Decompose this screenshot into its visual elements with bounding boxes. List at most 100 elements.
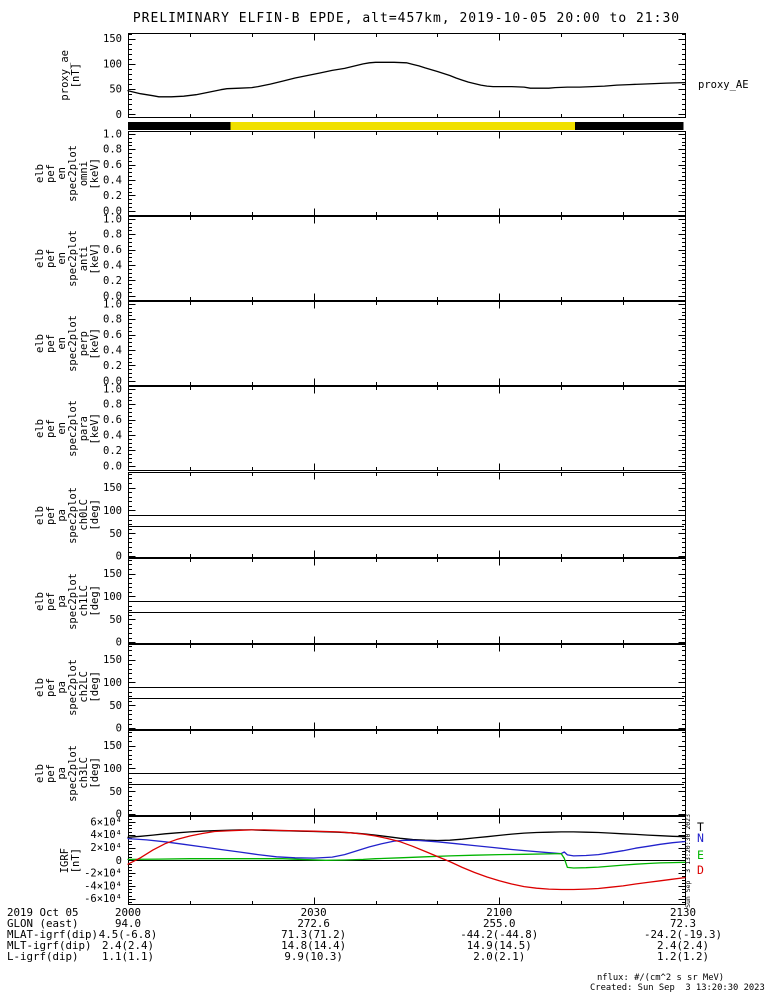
en-spec-anti-ytick-label: 0.2 (103, 275, 122, 287)
pa-spec-ch1lc-axes (128, 558, 686, 644)
pa-spec-ch0lc-axis-label-line: ch0LC (78, 499, 90, 531)
table-cell: 94.0 (114, 917, 142, 930)
pa-spec-ch1lc-axis-label-line: pa (56, 594, 68, 608)
table-row: MLAT-igrf(dip) 4.5(-6.8) 71.3(71.2) -44.2(-… (0, 929, 775, 940)
pa-spec-ch3lc-axis-label-line: elb (34, 763, 46, 783)
en-spec-omni-axis-label-line: en (56, 167, 68, 180)
pa-spec-ch0lc-axis-label: elb pef pa spec2plot ch0LC [deg] (30, 472, 106, 558)
en-spec-anti-ytick-label: 0.0 (103, 290, 122, 302)
proxy-ae-panel: 0 50 100 150 (103, 33, 686, 121)
table-row: 2019 Oct 05 2000 2030 2100 2130 (0, 907, 775, 918)
pa-spec-ch0lc-ytick-label: 50 (109, 528, 122, 540)
en-spec-omni-ytick-label: 0.8 (103, 144, 122, 156)
pa-spec-ch1lc-axis-label-line: pef (45, 591, 57, 611)
pa-spec-ch0lc-panel: 0 50 100 150 (103, 472, 686, 563)
table-row: GLON (east) 94.0 272.6 255.0 72.3 (0, 918, 775, 929)
pa-spec-ch3lc-axis-label-line: spec2plot (67, 744, 79, 802)
en-spec-perp-ytick-label: 0.4 (103, 345, 122, 357)
table-cell: 14.9(14.5) (466, 939, 532, 952)
pa-spec-ch0lc-axis-label-line: [deg] (89, 499, 101, 531)
en-spec-perp-axis-label-line: pef (45, 334, 57, 353)
en-spec-para-axes (128, 386, 686, 471)
pa-spec-ch3lc-axis-label: elb pef pa spec2plot ch3LC [deg] (30, 730, 106, 816)
en-spec-perp-ytick-label: 0.6 (103, 329, 122, 341)
en-spec-anti-ytick-label: 0.8 (103, 229, 122, 241)
en-spec-anti-panel: 0.0 0.2 0.4 0.6 0.8 1.0 (103, 213, 686, 302)
en-spec-anti-axis-label: elb pef en spec2plot anti [keV] (30, 216, 106, 301)
table-cell: 4.5(-6.8) (98, 928, 158, 941)
table-cell: 72.3 (669, 917, 697, 930)
pa-spec-ch2lc-panel: 0 50 100 150 (103, 644, 686, 735)
table-cell: 2130 (669, 906, 697, 919)
en-spec-perp-axis-label-line: spec2plot (67, 315, 79, 372)
en-spec-perp-axes (128, 301, 686, 386)
proxy-ae-ytick-label: 0 (116, 109, 122, 121)
pa-spec-ch0lc-axis-label-line: pa (56, 508, 68, 522)
en-spec-para-axis-label-line: spec2plot (67, 400, 79, 457)
en-spec-anti-ytick-label: 0.4 (103, 260, 122, 272)
en-spec-para-axis-label-line: pef (45, 419, 57, 438)
pa-spec-ch3lc-ytick-label: 50 (109, 786, 122, 798)
en-spec-perp-axis-label-line: elb (34, 334, 46, 353)
pa-spec-ch2lc-ytick-label: 150 (103, 654, 122, 666)
pa-spec-ch2lc-axis-label-line: spec2plot (67, 658, 79, 716)
en-spec-omni-panel: 0.0 0.2 0.4 0.6 0.8 1.0 (103, 128, 686, 217)
igrf-ytick-label: 6×10⁴ (90, 816, 122, 828)
en-spec-anti-ytick-label: 0.6 (103, 244, 122, 256)
pa-spec-ch0lc-ytick-label: 100 (103, 505, 122, 517)
en-spec-omni-axis-label-line: [keV] (89, 157, 101, 190)
table-row: MLT-igrf(dip) 2.4(2.4) 14.8(14.4) 14.9(14.5… (0, 940, 775, 951)
table-row-label: GLON (east) (7, 917, 79, 930)
pa-spec-ch2lc-axis-label-line: [deg] (89, 671, 101, 703)
pa-spec-ch3lc-axis-label-line: pef (45, 763, 57, 783)
proxy-ae-axis-label-line: proxy_ae (59, 50, 71, 101)
en-spec-perp-axis-label-line: en (56, 337, 68, 350)
en-spec-para-axis-label-line: [keV] (89, 412, 101, 445)
page-title: PRELIMINARY ELFIN-B EPDE, alt=457km, 201… (132, 11, 681, 26)
en-spec-anti-axis-label-line: pef (45, 249, 57, 268)
en-spec-para-panel: 0.0 0.2 0.4 0.6 0.8 1.0 (103, 383, 686, 472)
pa-spec-ch0lc-axis-label-line: pef (45, 505, 57, 525)
pa-spec-ch1lc-axis-label: elb pef pa spec2plot ch1LC [deg] (30, 558, 106, 644)
proxy-ae-axis-label-line: [nT] (70, 62, 82, 89)
proxy-ae-series-label: proxy_AE (698, 79, 749, 91)
pa-spec-ch1lc-ytick-label: 100 (103, 591, 122, 603)
pa-spec-ch3lc-ytick-label: 0 (116, 809, 122, 821)
en-spec-para-ytick-label: 1.0 (103, 383, 122, 395)
proxy-ae-axes (128, 33, 686, 118)
en-spec-omni-axis-label-line: elb (34, 164, 46, 183)
table-cell: 14.8(14.4) (281, 939, 347, 952)
pa-spec-ch1lc-axis-label-line: ch1LC (78, 585, 90, 617)
en-spec-omni-axis-label-line: omni (78, 160, 90, 187)
proxy-ae-axis-label: proxy_ae [nT] (52, 33, 90, 118)
pa-spec-ch0lc-axis-label-line: elb (34, 505, 46, 525)
pa-spec-ch2lc-axes (128, 644, 686, 730)
pa-spec-ch1lc-ytick-label: 0 (116, 637, 122, 649)
pa-spec-ch3lc-ytick-label: 150 (103, 740, 122, 752)
igrf-ytick-label: 2×10⁴ (90, 842, 122, 854)
table-cell: 71.3(71.2) (281, 928, 347, 941)
table-cell: 2030 (300, 906, 327, 919)
en-spec-anti-ytick-label: 1.0 (103, 213, 122, 225)
table-row-label: MLT-igrf(dip) (7, 939, 92, 952)
pa-spec-ch1lc-panel: 0 50 100 150 (103, 558, 686, 649)
en-spec-para-ytick-label: 0.8 (103, 399, 122, 411)
created-watermark-text: Sun Sep 3 13:20:30 2023 (684, 813, 692, 908)
created-watermark-vertical: Sun Sep 3 13:20:30 2023 (684, 813, 695, 908)
pa-spec-ch3lc-axis-label-line: pa (56, 766, 68, 780)
pa-spec-ch1lc-ytick-label: 150 (103, 568, 122, 580)
table-cell: 255.0 (483, 917, 516, 930)
pa-spec-ch2lc-axis-label-line: ch2LC (78, 671, 90, 703)
table-cell: 2.4(2.4) (656, 939, 710, 952)
en-spec-perp-axis-label: elb pef en spec2plot perp [keV] (30, 301, 106, 386)
igrf-D-line (127, 829, 686, 891)
table-cell: 1.2(1.2) (656, 950, 710, 963)
pa-spec-ch3lc-axis-label-line: ch3LC (78, 757, 90, 789)
pa-spec-ch3lc-panel: 0 50 100 150 (103, 730, 686, 821)
pa-spec-ch3lc-ytick-label: 100 (103, 763, 122, 775)
en-spec-anti-axis-label-line: spec2plot (67, 230, 79, 287)
en-spec-para-axis-label-line: para (78, 415, 90, 442)
en-spec-para-ytick-label: 0.6 (103, 414, 122, 426)
